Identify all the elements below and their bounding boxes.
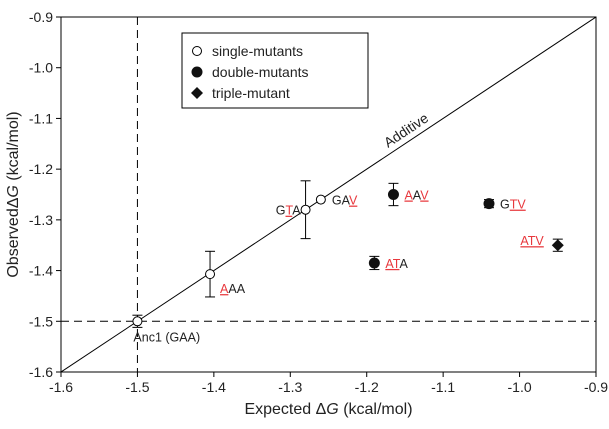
- data-point: [483, 198, 495, 210]
- legend-label: triple-mutant: [212, 85, 290, 101]
- x-tick-label: -1.2: [355, 379, 379, 395]
- additive-label: Additive: [381, 110, 432, 151]
- point-label: AAV: [404, 189, 429, 203]
- x-tick-label: -1.4: [202, 379, 226, 395]
- series-single-mutants: Anc1 (GAA) AAA GTA GAV: [132, 180, 358, 344]
- y-tick-label: -1.2: [29, 161, 53, 177]
- legend: single-mutants double-mutants triple-mutan…: [181, 32, 369, 109]
- data-point: [300, 204, 311, 215]
- legend-item: double-mutants: [191, 64, 309, 80]
- legend-marker: [191, 87, 203, 99]
- legend-item: triple-mutant: [191, 85, 290, 101]
- data-point: [132, 316, 143, 327]
- point-label: AAA: [220, 282, 246, 296]
- y-tick-label: -1.4: [29, 263, 53, 279]
- y-tick-label: -1.0: [29, 60, 53, 76]
- data-point: [315, 194, 326, 205]
- point-label: GTA: [276, 204, 301, 218]
- point-label: ATA: [385, 257, 408, 271]
- x-tick-label: -0.9: [584, 379, 608, 395]
- data-point: [387, 189, 399, 200]
- axes: -1.6 -1.5 -1.4 -1.3 -1.2 -1.1 -1.0 -0.9 -0.9 -1.0…: [5, 9, 608, 418]
- x-tick-label: -1.6: [49, 379, 73, 395]
- additive-line: [61, 17, 596, 372]
- data-point: [205, 269, 216, 280]
- reference-lines: [61, 17, 596, 372]
- data-point: [551, 239, 564, 252]
- y-tick-label: -1.3: [29, 212, 53, 228]
- series-double-mutants: ATA AAV GTV: [368, 182, 526, 271]
- x-axis-label: Expected ΔG (kcal/mol): [244, 401, 412, 418]
- x-tick-label: -1.5: [125, 379, 149, 395]
- legend-marker: [192, 46, 202, 56]
- y-tick-label: -1.6: [29, 364, 53, 380]
- y-tick-label: -1.1: [29, 110, 53, 126]
- x-tick-label: -1.1: [431, 379, 455, 395]
- y-tick-label: -1.5: [29, 313, 53, 329]
- x-tick-label: -1.3: [278, 379, 302, 395]
- point-label: GAV: [332, 194, 358, 208]
- legend-label: single-mutants: [212, 43, 303, 59]
- y-tick-label: -0.9: [29, 9, 53, 25]
- legend-box: [181, 32, 369, 109]
- legend-label: double-mutants: [212, 64, 309, 80]
- y-axis-label: ObservedΔG (kcal/mol): [5, 111, 22, 277]
- legend-item: single-mutants: [192, 43, 303, 59]
- plot-frame: [60, 16, 597, 373]
- x-tick-label: -1.0: [508, 379, 532, 395]
- point-label: Anc1 (GAA): [133, 330, 200, 344]
- point-label: ATV: [520, 234, 544, 248]
- point-label: GTV: [500, 198, 526, 212]
- legend-marker: [191, 66, 203, 78]
- data-point: [368, 257, 380, 269]
- series-triple-mutant: ATV: [520, 234, 564, 252]
